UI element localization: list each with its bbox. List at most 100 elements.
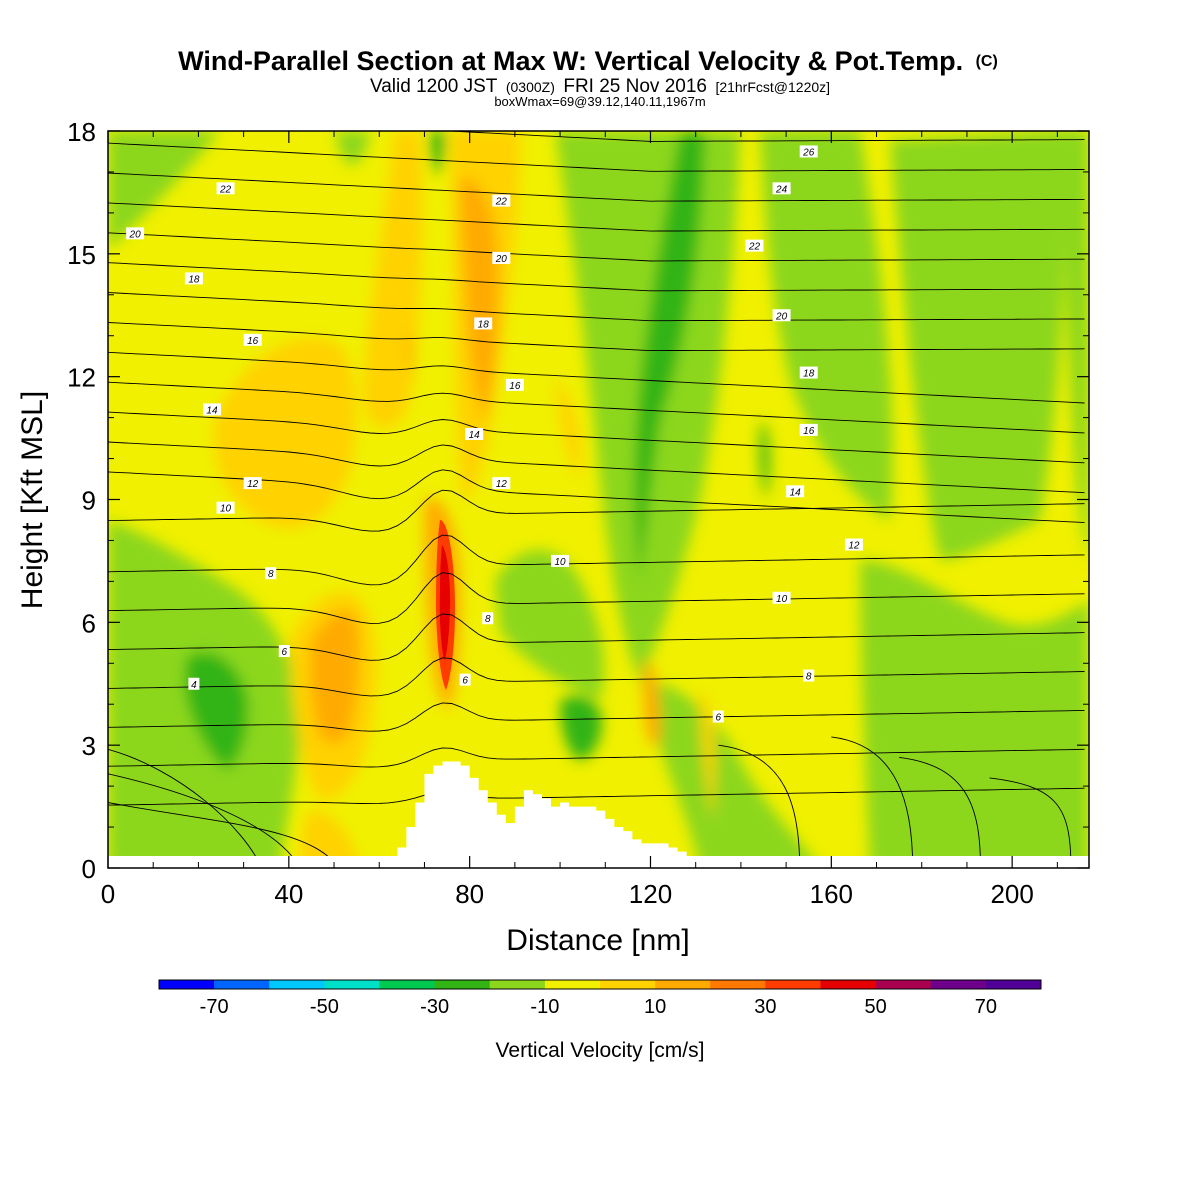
theta-line (108, 748, 263, 868)
field-green-mid-a (495, 550, 604, 700)
theta-line (108, 351, 1085, 404)
x-tick-label: 160 (810, 879, 853, 909)
theta-label: 26 (802, 147, 815, 158)
theta-line (108, 489, 1085, 532)
field-orange-5 (407, 330, 414, 380)
field-dgreen-4 (759, 420, 770, 500)
theta-label-bg (492, 251, 511, 264)
colorbar-bin (489, 980, 546, 989)
theta-line (108, 747, 1085, 768)
y-tick-label: 3 (82, 731, 96, 761)
theta-contour-labels: 4 6 8 10 12 14 16 18 20 22 6 8 10 12 14 16 18 20 22 6 8 10 12 1… (126, 145, 863, 724)
field-lorange-4 (555, 380, 581, 480)
field-lorange-7 (700, 690, 715, 820)
theta-label: 16 (803, 426, 815, 437)
theta-label: 6 (282, 647, 288, 658)
plot-area: 4 6 8 10 12 14 16 18 20 22 6 8 10 12 14 16 18 20 22 6 8 10 12 1… (108, 131, 1089, 868)
colorbar-bin (434, 980, 491, 989)
chart-box-info: boxWmax=69@39.12,140.11,1967m (494, 94, 705, 109)
theta-label: 16 (509, 381, 521, 392)
theta-line (108, 787, 1085, 806)
x-tick-label: 40 (274, 879, 303, 909)
theta-label: 8 (268, 569, 274, 580)
theta-line (108, 702, 1085, 732)
field-lorange-2 (364, 131, 422, 429)
x-tick-label: 0 (101, 879, 115, 909)
y-tick-label: 9 (82, 486, 96, 516)
theta-line (108, 773, 301, 868)
theta-label-bg (474, 317, 493, 330)
theta-label: 18 (478, 319, 490, 330)
theta-label: 14 (206, 405, 218, 416)
colorbar-bin (324, 980, 380, 989)
colorbar-label: Vertical Velocity [cm/s] (496, 1039, 705, 1062)
chart-subtitle: Valid 1200 JST (0300Z) FRI 25 Nov 2016 [… (370, 76, 830, 97)
theta-line (108, 469, 1085, 524)
x-axis-label: Distance [nm] (506, 924, 689, 957)
theta-line (108, 202, 1085, 232)
colorbar-bin (269, 980, 325, 989)
theta-label: 22 (495, 197, 508, 208)
theta-label-bg (772, 182, 791, 195)
theta-label-bg (482, 612, 494, 625)
theta-contour-lines (108, 131, 1085, 868)
theta-label-bg (772, 309, 791, 322)
theta-line (108, 613, 1085, 661)
colorbar-tick-label: -30 (420, 996, 449, 1018)
colorbar-bin (214, 980, 270, 989)
field-orange-3 (643, 660, 661, 746)
theta-line (108, 172, 1085, 202)
colorbar-bin (379, 980, 435, 989)
field-green-right-top (760, 131, 893, 520)
colorbar-tick-label: 10 (644, 996, 666, 1018)
theta-line (899, 757, 981, 868)
field-dgreen-5 (430, 131, 445, 175)
theta-label: 14 (469, 430, 481, 441)
theta-label: 14 (790, 487, 802, 498)
colorbar: -70 -50 -30 -10 10 30 50 70 (158, 979, 1042, 1018)
colorbar-bin (985, 980, 1042, 989)
theta-label-bg (505, 378, 524, 391)
theta-label: 12 (496, 479, 508, 490)
field-orange-2 (310, 611, 360, 744)
theta-line (831, 736, 914, 868)
theta-line (108, 381, 1085, 434)
theta-line (718, 744, 801, 868)
theta-label-bg (492, 194, 511, 207)
theta-label: 12 (848, 541, 860, 552)
theta-label-bg (712, 710, 724, 723)
theta-label-bg (243, 477, 262, 490)
field-green-mid-low (640, 680, 820, 868)
theta-label-bg (465, 427, 484, 440)
theta-label-bg (459, 673, 471, 686)
theta-label: 16 (247, 336, 259, 347)
theta-line (989, 777, 1072, 868)
field-dgreen-1 (185, 652, 249, 770)
theta-label-bg (803, 669, 815, 682)
theta-label: 18 (188, 274, 200, 285)
colorbar-tick-label: -50 (310, 996, 339, 1018)
theta-label: 12 (247, 479, 259, 490)
theta-line (108, 441, 1085, 494)
theta-label-bg (799, 423, 818, 436)
field-lorange-6 (300, 810, 360, 868)
colorbar-bin (820, 980, 876, 989)
theta-label: 20 (495, 254, 508, 265)
theta-label: 4 (191, 680, 197, 691)
y-tick-label: 0 (82, 854, 96, 884)
y-axis: 0 3 6 9 12 15 18 (67, 117, 1089, 884)
theta-label: 10 (776, 594, 788, 605)
theta-label-bg (188, 677, 200, 690)
theta-label-bg (799, 366, 818, 379)
theta-line (108, 292, 1085, 322)
theta-label-bg (772, 591, 791, 604)
colorbar-bin (544, 980, 601, 989)
colorbar-tick-label: 70 (975, 996, 997, 1018)
theta-line (441, 131, 1085, 142)
theta-label-bg (745, 239, 764, 252)
theta-label-bg (216, 501, 235, 514)
colorbar-bin (159, 980, 215, 989)
colorbar-frame (158, 979, 1042, 990)
terrain-mask (388, 761, 705, 868)
